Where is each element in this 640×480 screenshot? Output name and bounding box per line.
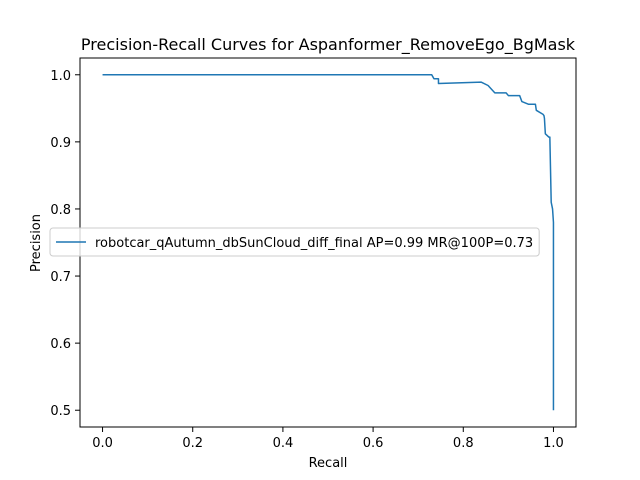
x-tick-label: 0.0 [92,436,113,451]
y-tick-label: 0.5 [50,404,71,419]
x-tick-label: 0.2 [182,436,203,451]
y-tick-label: 0.6 [50,337,71,352]
y-tick-label: 0.8 [50,203,71,218]
x-axis-ticks: 0.0 0.2 0.4 0.6 0.8 1.0 [92,427,564,451]
legend-label: robotcar_qAutumn_dbSunCloud_diff_final A… [95,236,533,251]
plot-area [102,74,555,411]
legend-box [49,227,540,257]
x-tick-label: 0.8 [453,436,474,451]
x-axis-title: Recall [309,456,348,471]
series-line-0 [102,74,555,411]
y-axis-title: Precision [29,214,44,272]
x-tick-label: 0.4 [273,436,294,451]
x-tick-label: 1.0 [543,436,564,451]
legend: robotcar_qAutumn_dbSunCloud_diff_final A… [49,227,540,257]
chart-title: Precision-Recall Curves for Aspanformer_… [81,35,576,55]
y-tick-label: 0.7 [50,270,71,285]
y-tick-label: 1.0 [50,69,71,84]
y-tick-label: 0.9 [50,136,71,151]
x-tick-label: 0.6 [363,436,384,451]
y-axis-ticks: 0.5 0.6 0.7 0.8 0.9 1.0 [50,69,80,419]
